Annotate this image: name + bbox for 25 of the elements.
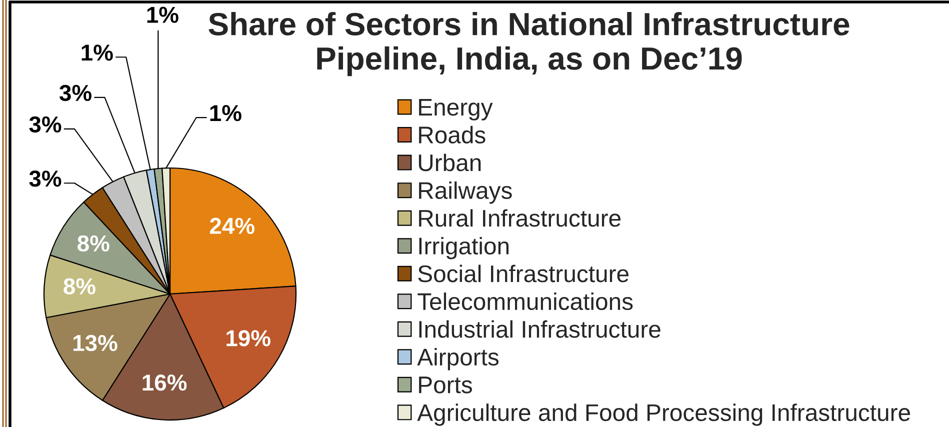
text: Share of Sectors in National Infrastructure Pipeline, India, as on Dec’19: [208, 12, 850, 76]
data-label: 8%: [78, 235, 110, 252]
data-label: 19%: [226, 330, 270, 346]
data-label: 3%: [29, 170, 62, 187]
data-label: 13%: [73, 334, 118, 352]
data-label: 1%: [210, 105, 242, 122]
legend-label: Roads: [419, 126, 486, 144]
legend-label: Telecommunications: [418, 292, 633, 310]
data-label: 3%: [29, 116, 62, 133]
legend-label: Urban: [418, 154, 481, 172]
legend-label: Airports: [417, 348, 499, 370]
data-label: 24%: [210, 218, 254, 234]
legend-label: Railways: [419, 181, 512, 204]
data-label: 8%: [64, 278, 96, 294]
legend-label: Rural Infrastructure: [419, 209, 621, 227]
legend-label: Energy: [419, 99, 493, 120]
legend-label: Ports: [419, 376, 472, 394]
data-label: 1%: [82, 44, 113, 61]
data-label: 3%: [59, 84, 92, 102]
legend-label: Industrial Infrastructure: [419, 320, 660, 338]
legend-label: Social Infrastructure: [418, 264, 628, 282]
data-label: 1%: [147, 6, 178, 23]
data-label: 16%: [142, 374, 187, 391]
legend-label: Agriculture and Food Processing Infrastructure: [417, 404, 910, 426]
legend-label: Irrigation: [419, 236, 509, 260]
